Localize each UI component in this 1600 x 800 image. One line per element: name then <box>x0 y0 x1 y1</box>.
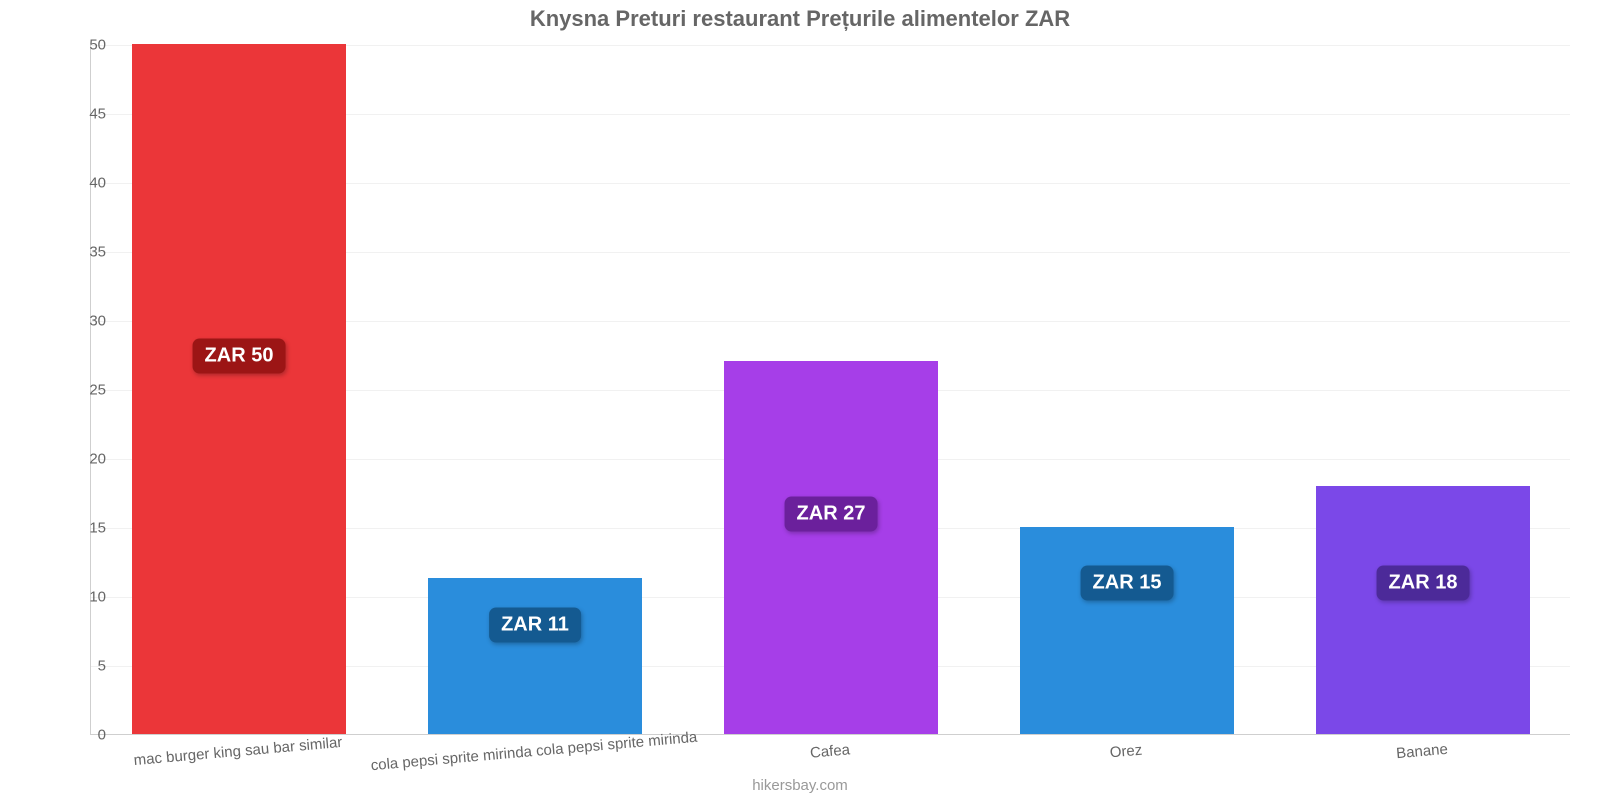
y-tick-label: 10 <box>26 589 106 606</box>
y-tick-label: 40 <box>26 175 106 192</box>
x-tick-label: Orez <box>1109 742 1143 762</box>
y-tick-label: 45 <box>26 106 106 123</box>
plot-area: ZAR 50 ZAR 11 ZAR 27 ZAR 15 ZAR 18 <box>90 45 1570 735</box>
y-tick-label: 0 <box>26 727 106 744</box>
x-tick-label: mac burger king sau bar similar <box>133 734 343 769</box>
x-tick-label: Banane <box>1395 741 1448 762</box>
bar <box>1316 486 1529 734</box>
chart-attribution: hikersbay.com <box>0 777 1600 794</box>
chart-title: Knysna Preturi restaurant Prețurile alim… <box>0 6 1600 32</box>
bar <box>132 44 345 734</box>
y-tick-label: 15 <box>26 520 106 537</box>
bar <box>428 578 641 734</box>
x-tick-label: cola pepsi sprite mirinda cola pepsi spr… <box>370 729 698 774</box>
value-label: ZAR 15 <box>1081 566 1174 601</box>
y-tick-label: 20 <box>26 451 106 468</box>
x-tick-label: Cafea <box>809 741 850 761</box>
value-label: ZAR 11 <box>489 607 581 642</box>
y-tick-label: 30 <box>26 313 106 330</box>
bar <box>1020 527 1233 734</box>
y-tick-label: 35 <box>26 244 106 261</box>
value-label: ZAR 27 <box>785 497 878 532</box>
value-label: ZAR 50 <box>193 338 286 373</box>
value-label: ZAR 18 <box>1377 566 1470 601</box>
y-tick-label: 5 <box>26 658 106 675</box>
bar <box>724 361 937 734</box>
y-tick-label: 25 <box>26 382 106 399</box>
y-tick-label: 50 <box>26 37 106 54</box>
bar-chart: Knysna Preturi restaurant Prețurile alim… <box>0 0 1600 800</box>
